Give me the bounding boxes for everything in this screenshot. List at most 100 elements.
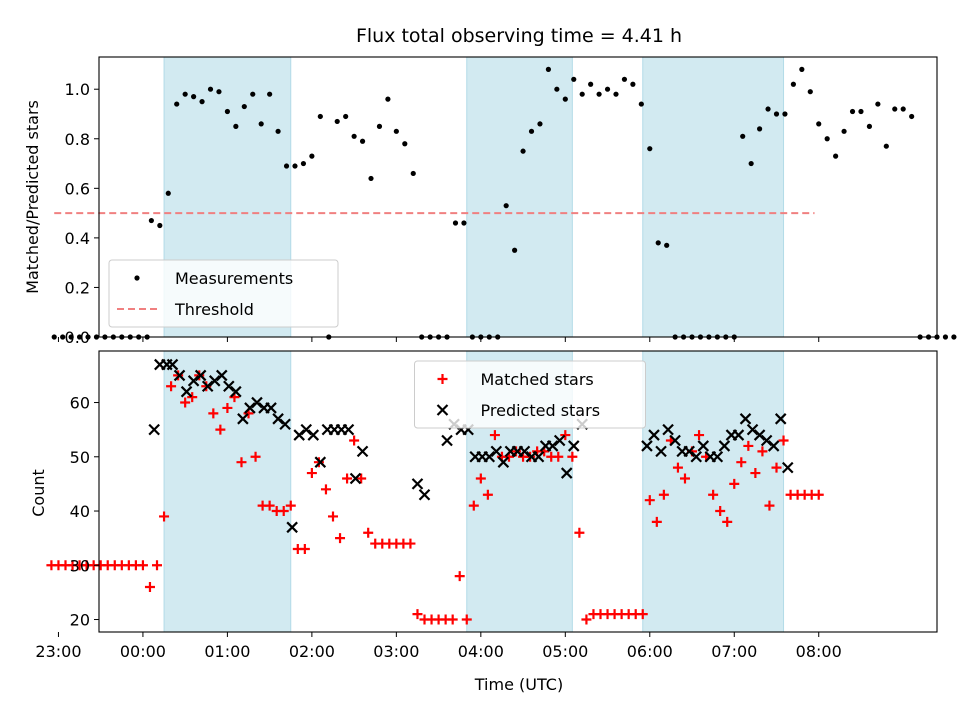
predicted-point <box>411 478 424 490</box>
data-point <box>621 76 628 82</box>
predicted-point <box>690 451 703 463</box>
matched-point <box>764 500 775 511</box>
data-point <box>275 128 281 134</box>
matched-point <box>215 424 226 435</box>
y-tick-label: 0.4 <box>65 229 90 248</box>
data-point <box>571 76 577 82</box>
matched-point <box>187 392 198 403</box>
predicted-point <box>655 445 667 458</box>
data-point <box>267 91 273 97</box>
legend: Matched stars Predicted stars <box>414 360 646 429</box>
data-point <box>782 111 788 117</box>
y-tick-label: 30 <box>70 556 90 575</box>
predicted-point <box>201 380 214 393</box>
data-point <box>655 240 661 246</box>
predicted-point <box>356 445 369 458</box>
data-point <box>216 89 222 95</box>
matched-point <box>137 560 148 571</box>
matched-point <box>757 446 768 457</box>
y-tick-label: 0.8 <box>65 130 90 149</box>
matched-point <box>771 462 782 473</box>
legend: Measurements Threshold <box>108 259 339 328</box>
predicted-point <box>560 467 573 479</box>
data-point <box>604 86 611 92</box>
predicted-point <box>244 402 256 414</box>
data-point <box>60 334 66 340</box>
data-point <box>393 128 399 134</box>
matched-point <box>327 511 338 522</box>
data-point <box>76 334 83 340</box>
data-point <box>841 128 847 134</box>
data-point <box>157 222 163 229</box>
data-point <box>334 118 340 125</box>
data-point <box>174 101 180 107</box>
matched-point <box>679 473 690 484</box>
matched-point <box>236 457 247 468</box>
x-tick-label: 03:00 <box>373 642 419 661</box>
matched-point <box>447 614 458 625</box>
legend-box <box>108 259 339 328</box>
matched-point <box>335 533 346 544</box>
data-point <box>148 217 154 224</box>
predicted-point <box>314 456 327 468</box>
data-point <box>875 101 881 107</box>
data-point <box>520 148 526 154</box>
predicted-point <box>753 429 766 441</box>
data-point <box>376 123 383 129</box>
predicted-point <box>265 402 277 414</box>
x-tick-label: 00:00 <box>120 642 166 661</box>
data-point <box>630 81 636 87</box>
matched-point <box>813 489 824 500</box>
x-tick-label: 08:00 <box>796 642 842 661</box>
matched-point <box>581 614 592 625</box>
data-point <box>51 334 57 340</box>
data-point <box>562 96 568 102</box>
data-point <box>883 143 889 149</box>
data-point <box>588 81 594 87</box>
predicted-point <box>148 423 160 436</box>
data-point <box>866 123 873 129</box>
predicted-point <box>483 451 496 463</box>
predicted-point <box>279 418 291 431</box>
matched-point <box>222 402 233 413</box>
legend-box <box>414 360 646 429</box>
data-point <box>512 247 518 253</box>
predicted-point <box>300 423 313 436</box>
predicted-point <box>739 413 752 425</box>
predicted-point <box>697 440 710 452</box>
x-tick-label: 23:00 <box>35 642 81 661</box>
predicted-point <box>497 456 510 468</box>
matched-point <box>285 500 296 511</box>
predicted-point <box>760 434 773 447</box>
data-point <box>647 146 653 152</box>
matched-point <box>468 500 479 511</box>
predicted-point <box>669 434 681 447</box>
matched-point <box>750 468 761 479</box>
plot-frame <box>98 56 938 338</box>
predicted-point <box>781 461 794 474</box>
predicted-point <box>251 396 263 409</box>
data-point <box>664 242 670 248</box>
data-point <box>68 334 74 340</box>
matched-point <box>567 451 578 462</box>
data-point <box>343 113 349 120</box>
plot-frame <box>98 350 938 633</box>
predicted-point <box>518 445 531 458</box>
predicted-point <box>194 369 207 382</box>
data-point <box>909 113 915 120</box>
data-point <box>292 163 298 169</box>
legend-marker <box>437 374 448 384</box>
data-point <box>233 123 239 129</box>
matched-point <box>694 430 705 441</box>
predicted-point <box>418 488 431 501</box>
matched-point <box>412 609 423 620</box>
matched-point <box>342 473 353 484</box>
matched-point <box>180 397 191 408</box>
data-point <box>790 81 796 87</box>
matched-point <box>208 408 219 419</box>
predicted-point <box>230 385 242 398</box>
predicted-point <box>441 434 453 447</box>
data-point <box>951 334 957 340</box>
data-point <box>241 103 247 110</box>
x-tick-label: 04:00 <box>458 642 504 661</box>
